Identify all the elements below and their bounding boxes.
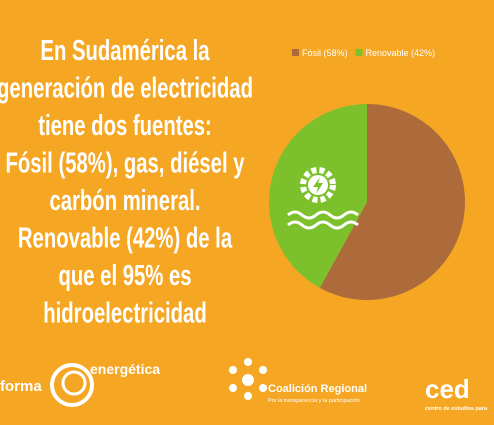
pie-slice [269, 104, 367, 288]
headline-line: generación de electricidad [0, 72, 253, 104]
pie-slice [319, 104, 466, 300]
headline-line: carbón mineral. [49, 185, 200, 217]
logo-reforma: forma energética [0, 361, 160, 407]
legend-label: Fósil (58%) [302, 48, 348, 58]
headline-line: En Sudamérica la [40, 35, 210, 67]
logo-text: Por la transparencia y la participación [268, 398, 360, 404]
legend-swatch [292, 49, 299, 56]
headline-line: Renovable (42%) de la [18, 222, 233, 254]
logo-cedla: ced centro de estudios para [425, 374, 488, 412]
headline-line: tiene dos fuentes: [38, 110, 212, 142]
pie-chart: Fósil (58%) Renovable (42%) [269, 48, 466, 300]
logo-text: energética [90, 361, 160, 377]
logo-text: centro de estudios para [425, 406, 488, 412]
legend-swatch [355, 49, 363, 56]
hydro-icon [287, 167, 359, 230]
logo-text: Coalición Regional [268, 383, 367, 395]
headline-line: que el 95% es [58, 260, 191, 292]
logo-text: ced [425, 374, 470, 404]
headline: En Sudamérica la generación de electricid… [0, 35, 253, 330]
logo-coalicion: Coalición Regional Por la transparencia … [229, 358, 367, 404]
logo-text: forma [0, 378, 42, 395]
legend-label: Renovable (42%) [366, 48, 436, 58]
headline-line: Fósil (58%), gas, diésel y [5, 147, 244, 179]
headline-line: hidroelectricidad [43, 297, 206, 329]
